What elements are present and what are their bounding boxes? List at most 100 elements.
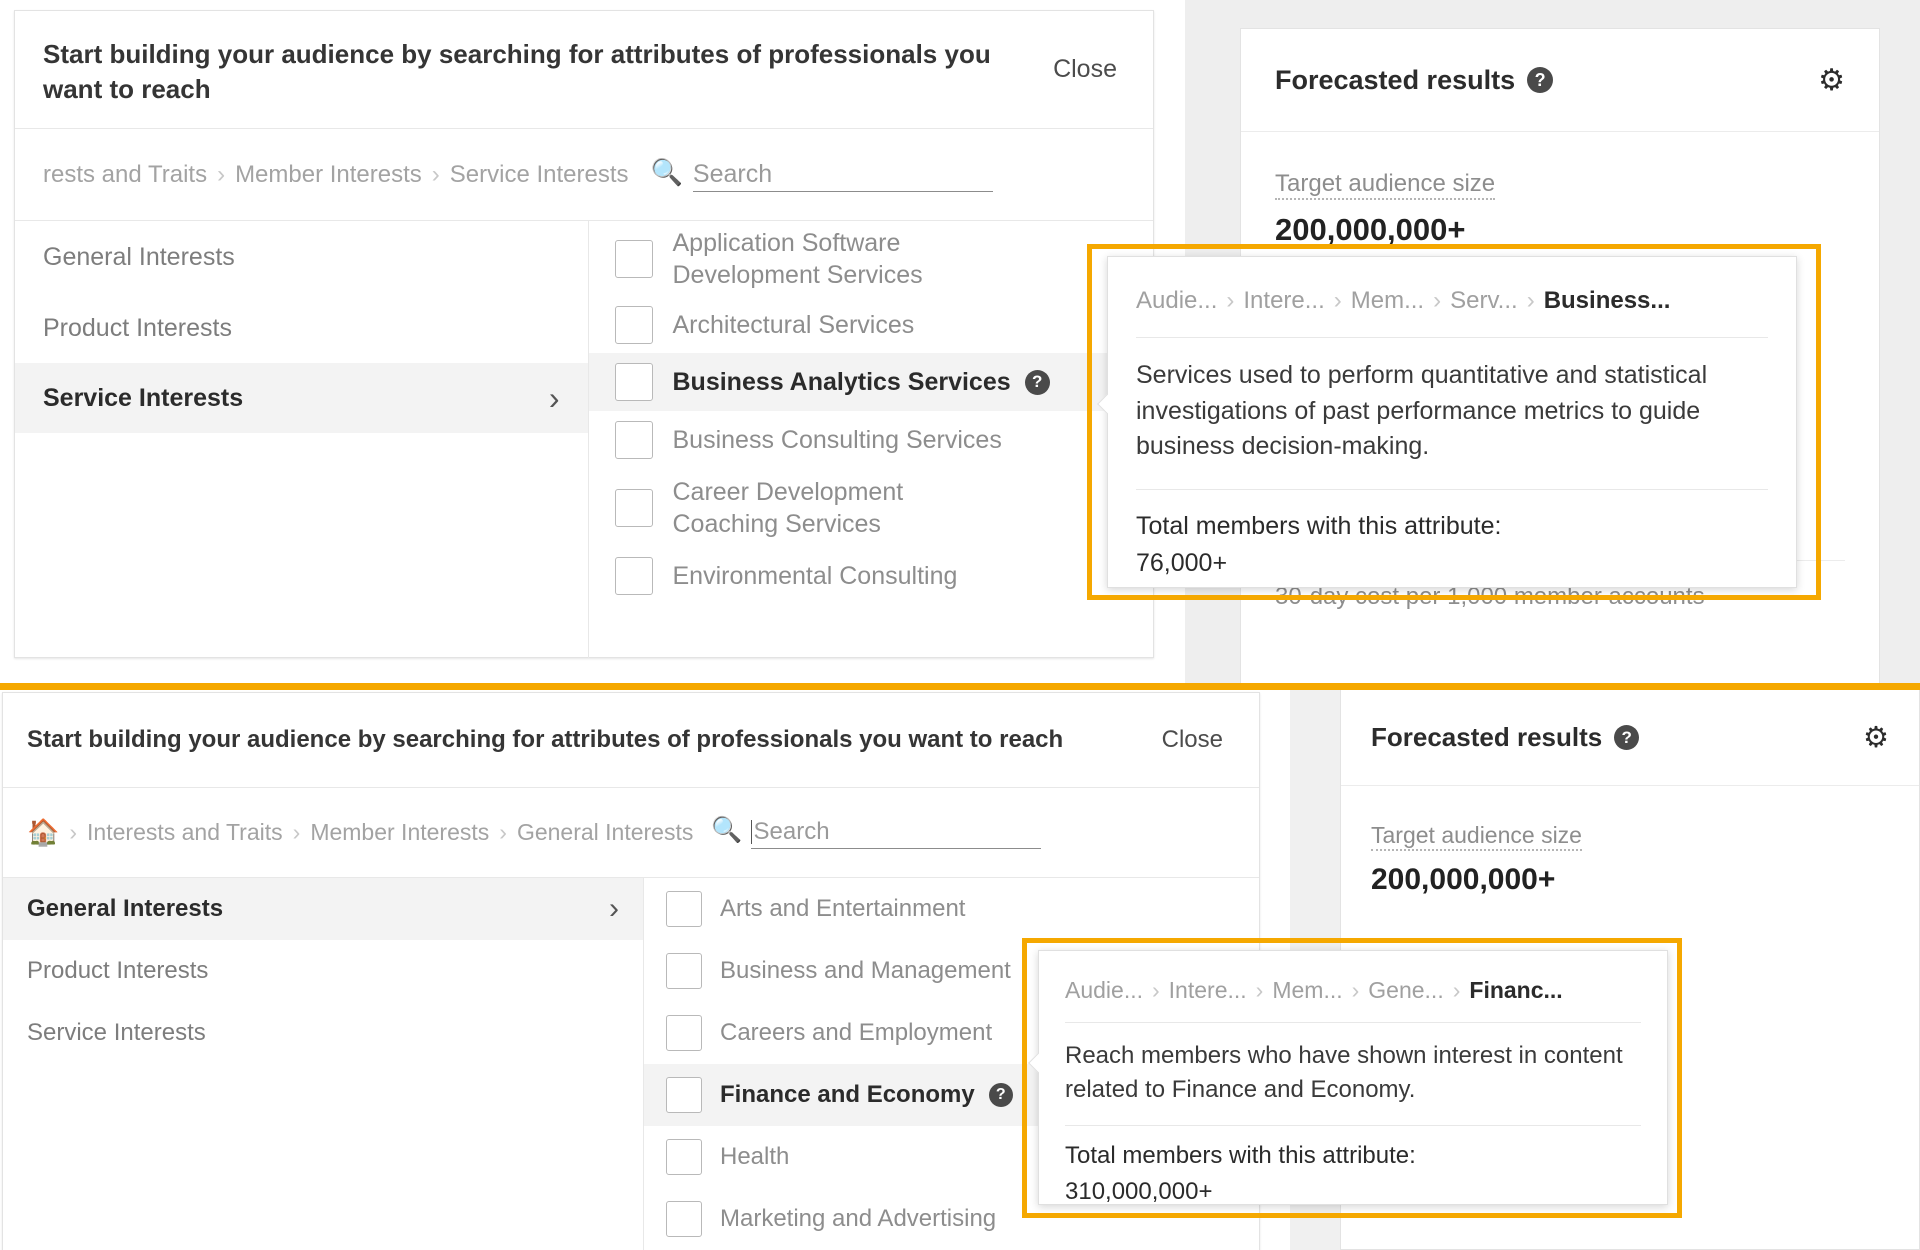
home-icon[interactable]: 🏠 — [27, 817, 60, 847]
checkbox[interactable] — [614, 489, 653, 527]
top-list-item[interactable]: Environmental Consulting — [589, 547, 1154, 605]
gear-icon[interactable]: ⚙ — [1818, 63, 1845, 97]
bottom-list-item[interactable]: Arts and Entertainment — [644, 878, 1259, 940]
help-circle-icon[interactable]: ? — [1527, 67, 1554, 93]
breadcrumb-separator-icon: › — [1152, 977, 1160, 1003]
tooltip-divider — [1065, 1125, 1641, 1127]
gear-icon[interactable]: ⚙ — [1863, 722, 1889, 754]
top-tooltip-description: Services used to perform quantitative an… — [1136, 361, 1708, 460]
bottom-search-placeholder: Search — [753, 818, 830, 845]
top-list-item[interactable]: Application Software Development Service… — [589, 221, 1154, 296]
breadcrumb-separator-icon: › — [69, 819, 78, 845]
breadcrumb-item[interactable]: rests and Traits — [43, 160, 208, 188]
list-item-label: Business Consulting Services — [672, 426, 1002, 454]
bottom-item-column: Arts and Entertainment Business and Mana… — [643, 878, 1259, 1250]
breadcrumb-item[interactable]: General Interests — [516, 819, 694, 845]
tooltip-divider — [1136, 488, 1768, 490]
breadcrumb-separator-icon: › — [1226, 287, 1235, 314]
bottom-list-item[interactable]: Business and Management — [644, 940, 1259, 1002]
bottom-category-item-product-interests[interactable]: Product Interests — [3, 940, 643, 1002]
top-category-item-general-interests[interactable]: General Interests — [15, 221, 588, 293]
checkbox[interactable] — [614, 557, 653, 595]
checkbox[interactable] — [614, 305, 653, 344]
bottom-close-button[interactable]: Close — [1161, 726, 1223, 753]
top-close-button[interactable]: Close — [1053, 55, 1117, 83]
bottom-tooltip: Audie... › Intere... › Mem... › Gene... … — [1028, 950, 1668, 1206]
tooltip-breadcrumb-item: Gene... — [1368, 977, 1444, 1003]
tooltip-divider — [1065, 1022, 1641, 1023]
tooltip-breadcrumb-item: Intere... — [1243, 287, 1325, 314]
top-panel-header: Start building your audience by searchin… — [15, 11, 1153, 129]
top-search-input[interactable]: Search — [692, 158, 993, 192]
help-circle-icon[interactable]: ? — [988, 1083, 1013, 1107]
bottom-tooltip-total-value: 310,000,000+ — [1065, 1178, 1213, 1206]
top-screenshot: Start building your audience by searchin… — [14, 0, 1920, 688]
breadcrumb-separator-icon: › — [431, 160, 440, 188]
top-list-item[interactable]: Business Consulting Services — [589, 411, 1154, 469]
list-item-label: Environmental Consulting — [672, 562, 958, 590]
breadcrumb-item[interactable]: Interests and Traits — [87, 819, 283, 845]
top-list-item-selected[interactable]: Business Analytics Services ? — [588, 353, 1153, 411]
top-target-audience-value: 200,000,000+ — [1275, 212, 1466, 247]
checkbox[interactable] — [614, 421, 653, 459]
top-panel-title: Start building your audience by searchin… — [43, 39, 991, 105]
top-audience-builder-panel: Start building your audience by searchin… — [14, 10, 1154, 658]
bottom-breadcrumb-bar: 🏠 › Interests and Traits › Member Intere… — [3, 788, 1259, 878]
help-circle-icon[interactable]: ? — [1024, 369, 1050, 395]
list-item-label: Business and Management — [720, 956, 1011, 984]
checkbox[interactable] — [666, 1077, 702, 1113]
top-list-item[interactable]: Career Development Coaching Services — [589, 469, 1154, 547]
top-tooltip-total-value: 76,000+ — [1136, 548, 1228, 577]
bottom-list-item[interactable]: Health — [644, 1126, 1259, 1188]
text-cursor — [750, 820, 752, 844]
forecast-title-text: Forecasted results — [1371, 722, 1603, 752]
checkbox[interactable] — [666, 891, 702, 927]
bottom-tooltip-breadcrumb: Audie... › Intere... › Mem... › Gene... … — [1065, 977, 1641, 1004]
breadcrumb-item[interactable]: Member Interests — [235, 160, 422, 188]
search-icon: 🔍 — [650, 157, 683, 187]
category-label: Product Interests — [27, 957, 209, 984]
top-tooltip-breadcrumb: Audie... › Intere... › Mem... › Serv... … — [1136, 287, 1768, 315]
bottom-forecast-title: Forecasted results ? — [1371, 722, 1640, 753]
top-category-item-product-interests[interactable]: Product Interests — [15, 293, 588, 363]
breadcrumb-separator-icon: › — [217, 160, 226, 188]
top-category-item-service-interests[interactable]: Service Interests › — [15, 363, 588, 433]
bottom-search-input[interactable]: Search — [750, 816, 1041, 849]
breadcrumb-item[interactable]: Member Interests — [310, 819, 490, 845]
breadcrumb-separator-icon: › — [1255, 977, 1264, 1003]
breadcrumb-separator-icon: › — [1333, 287, 1342, 314]
list-item-label: Careers and Employment — [720, 1018, 993, 1046]
breadcrumb-item[interactable]: Service Interests — [449, 160, 629, 188]
checkbox[interactable] — [614, 239, 653, 278]
checkbox[interactable] — [614, 363, 653, 401]
bottom-category-item-general-interests[interactable]: General Interests › — [3, 878, 643, 940]
bottom-list-item[interactable]: Careers and Employment — [644, 1002, 1259, 1064]
breadcrumb-separator-icon: › — [499, 819, 507, 845]
chevron-right-icon: › — [609, 892, 619, 925]
bottom-target-audience-label: Target audience size — [1371, 822, 1582, 851]
help-circle-icon[interactable]: ? — [1614, 725, 1640, 750]
tooltip-breadcrumb-item: Audie... — [1136, 287, 1218, 314]
breadcrumb-separator-icon: › — [1526, 287, 1535, 314]
tooltip-breadcrumb-item: Mem... — [1272, 977, 1343, 1003]
category-label: General Interests — [43, 242, 235, 271]
breadcrumb-separator-icon: › — [1452, 977, 1461, 1003]
bottom-tooltip-description: Reach members who have shown interest in… — [1065, 1042, 1623, 1104]
top-search[interactable]: 🔍 Search — [651, 157, 993, 192]
bottom-category-item-service-interests[interactable]: Service Interests — [3, 1002, 643, 1064]
bottom-search[interactable]: 🔍 Search — [711, 816, 1041, 849]
list-item-label: Arts and Entertainment — [720, 894, 966, 922]
checkbox[interactable] — [666, 1139, 702, 1175]
checkbox[interactable] — [666, 953, 702, 989]
checkbox[interactable] — [666, 1201, 702, 1237]
bottom-panel-header: Start building your audience by searchin… — [3, 693, 1259, 788]
checkbox[interactable] — [666, 1015, 702, 1051]
tooltip-breadcrumb-item: Serv... — [1450, 287, 1518, 314]
bottom-list-item[interactable]: Marketing and Advertising — [644, 1188, 1259, 1250]
top-tooltip: Audie... › Intere... › Mem... › Serv... … — [1097, 256, 1797, 588]
bottom-forecast-header: Forecasted results ? ⚙ — [1341, 690, 1919, 786]
search-icon: 🔍 — [711, 816, 743, 844]
bottom-screenshot: Start building your audience by searchin… — [0, 690, 1920, 1250]
tooltip-divider — [1136, 337, 1768, 338]
top-list-item[interactable]: Architectural Services — [589, 296, 1154, 353]
